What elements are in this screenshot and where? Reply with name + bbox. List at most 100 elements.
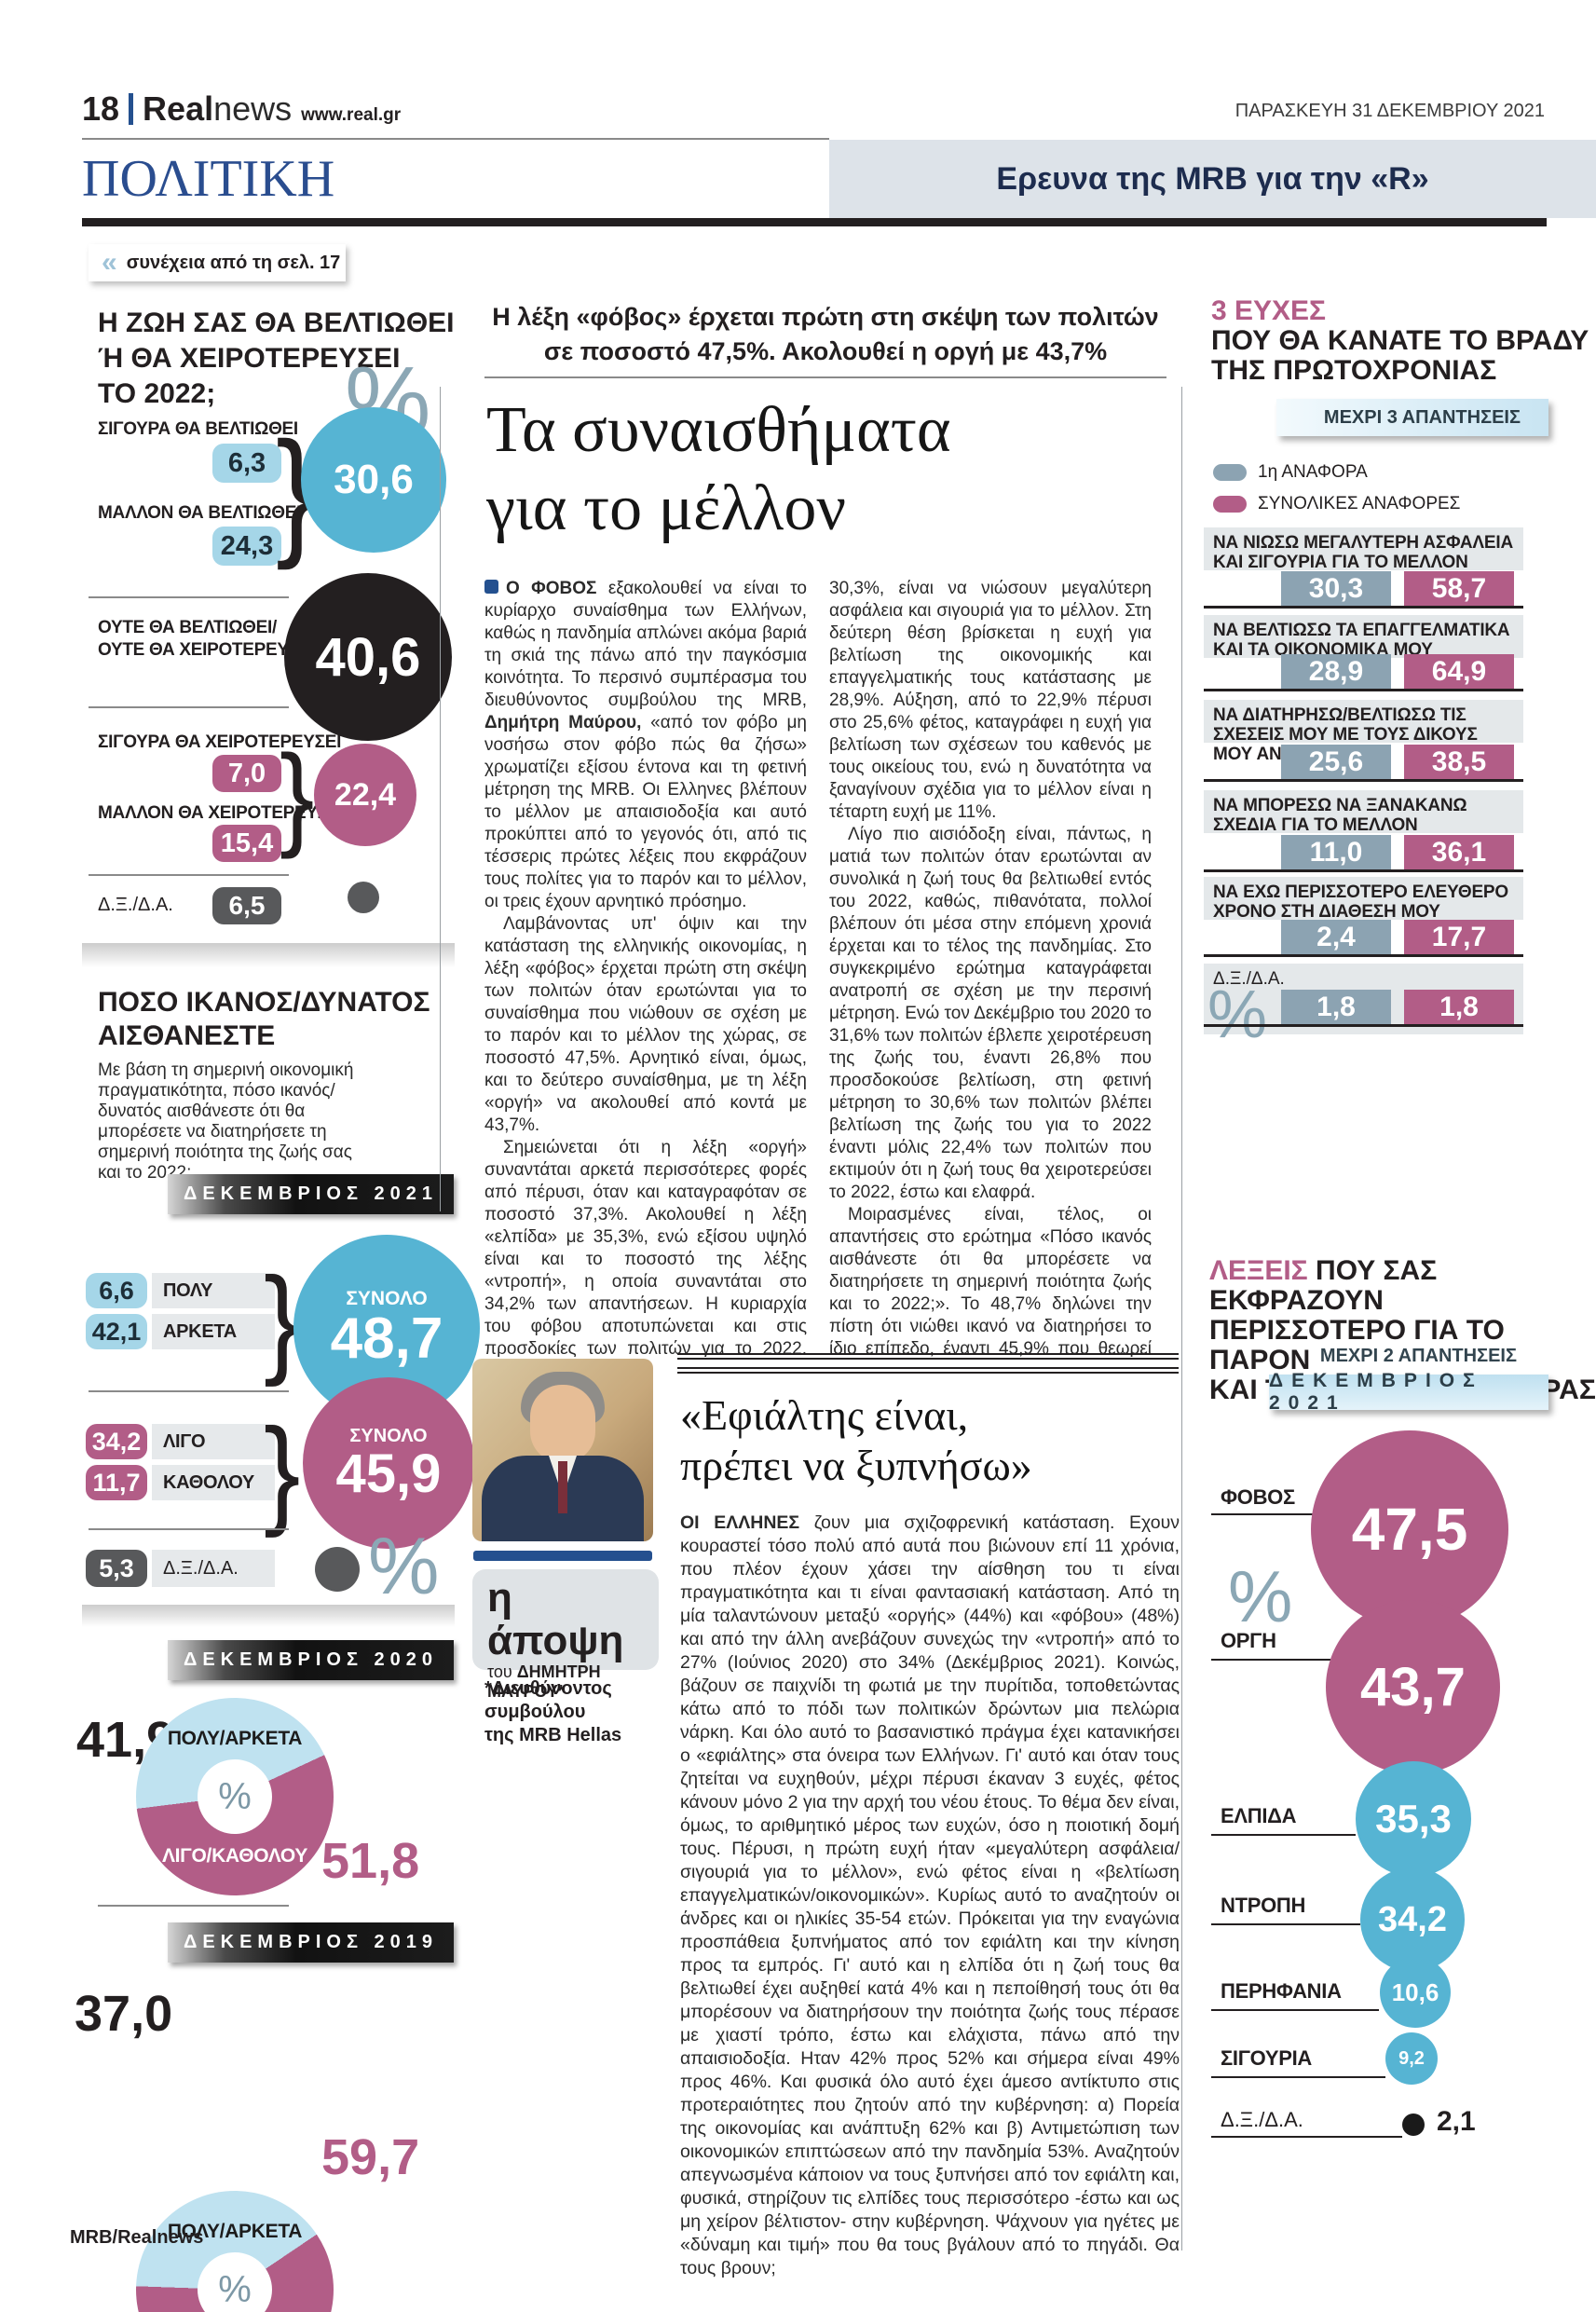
legend-magenta-pill-icon — [1213, 496, 1247, 513]
article-col2: 30,3%, είναι να νιώσουν μεγαλύτερη ασφάλ… — [829, 578, 1152, 1357]
article-lead-word: Ο ΦΟΒΟΣ — [506, 579, 597, 598]
article-col1-p1-post: «από τον φόβο μη νοσήσω στον φόβο πώς θα… — [484, 713, 807, 911]
article-kicker: Η λέξη «φόβος» έρχεται πρώτη στη σκέψη τ… — [484, 300, 1166, 369]
legend-first-mention: 1η ΑΝΑΦΟΡΑ — [1213, 462, 1368, 483]
life-improve-total-circle: 30,6 — [301, 407, 446, 553]
divider — [98, 1905, 289, 1907]
life-title-line2: Ή ΘΑ ΧΕΙΡΟΤΕΡΕΥΣΕΙ — [98, 343, 401, 374]
capable-dk-value: 5,3 — [86, 1550, 147, 1587]
wish-row-band: ΝΑ ΔΙΑΤΗΡΗΣΩ/ΒΕΛΤΙΩΣΩ ΤΙΣ ΣΧΕΣΕΙΣ ΜΟΥ ΜΕ… — [1204, 700, 1523, 764]
wish4-label: ΝΑ ΜΠΟΡΕΣΩ ΝΑ ΞΑΝΑΚΑΝΩ ΣΧΕΔΙΑ ΓΙΑ ΤΟ ΜΕΛ… — [1213, 796, 1467, 835]
quote-title-line2: πρέπει να ξυπνήσω» — [680, 1442, 1032, 1489]
life-row4-label: ΜΑΛΛΟΝ ΘΑ ΧΕΙΡΟΤΕΡΕΥΣΕΙ — [98, 803, 345, 823]
brace-icon: } — [280, 731, 315, 860]
words-banner: ΔΕΚΕΜΒΡΙΟΣ 2021 — [1269, 1370, 1548, 1414]
capable-title-line2: ΑΙΣΘΑΝΕΣΤΕ — [98, 1020, 276, 1051]
issue-date: ΠΑΡΑΣΚΕΥΗ 31 ΔΕΚΕΜΒΡΙΟΥ 2021 — [1235, 101, 1545, 121]
words-title-rest2: ΠΕΡΙΣΣΟΤΕΡΟ ΓΙΑ ΤΟ ΠΑΡΟΝ — [1209, 1315, 1505, 1375]
wish4-first-bar: 11,0 — [1281, 835, 1391, 869]
wish4-total-bar: 36,1 — [1404, 835, 1514, 869]
wish-row-band: ΝΑ ΜΠΟΡΕΣΩ ΝΑ ΞΑΝΑΚΑΝΩ ΣΧΕΔΙΑ ΓΙΑ ΤΟ ΜΕΛ… — [1204, 790, 1523, 835]
dk-dot-icon — [348, 882, 379, 913]
continued-arrow-icon: « — [102, 247, 117, 278]
wish3-first-bar: 25,6 — [1281, 745, 1391, 779]
capable-2019-donut: ΠΟΛΥ/ΑΡΚΕΤΑ % ΛΙΓΟ/ΚΑΘΟΛΟΥ — [136, 2191, 334, 2312]
dk-dot-icon — [315, 1547, 360, 1592]
bar-baseline — [1204, 954, 1523, 957]
word7-value: 2,1 — [1437, 2106, 1476, 2137]
words-title-accent: ΛΕΞΕΙΣ — [1209, 1255, 1308, 1286]
life-title-line1: Η ΖΩΗ ΣΑΣ ΘΑ ΒΕΛΤΙΩΘΕΙ — [98, 308, 455, 338]
wish-row-band: ΝΑ ΝΙΩΣΩ ΜΕΓΑΛΥΤΕΡΗ ΑΣΦΑΛΕΙΑ ΚΑΙ ΣΙΓΟΥΡΙ… — [1204, 527, 1523, 572]
life-row1-value: 6,3 — [212, 444, 281, 483]
website-link[interactable]: www.real.gr — [301, 105, 402, 125]
word5-label: ΠΕΡΗΦΑΝΙΑ — [1221, 1979, 1342, 2003]
divider — [89, 596, 289, 598]
article-title: Τα συναισθήματα για το μέλλον — [486, 391, 951, 548]
article-col1-p2: Λαμβάνοντας υπ' όψιν και την κατάσταση τ… — [484, 914, 807, 1135]
column-divider — [1181, 387, 1182, 2250]
capable-dk-band: Δ.Ξ./Δ.Α. — [152, 1550, 275, 1587]
wish6-first-bar: 1,8 — [1281, 990, 1391, 1024]
article-col1-p3: Σημειώνεται ότι η λέξη «οργή» συναντάται… — [484, 1138, 807, 1357]
bar-baseline — [1204, 606, 1523, 609]
life-title-line3: ΤΟ 2022; — [98, 378, 216, 409]
life-row4-value: 15,4 — [212, 825, 281, 862]
masthead: 18 Realnews www.real.gr — [82, 89, 401, 129]
bullet-icon — [484, 580, 498, 594]
wishes-title-accent: 3 ΕΥΧΕΣ — [1211, 295, 1327, 326]
life-dk-value: 6,5 — [212, 887, 281, 924]
divider — [89, 1390, 289, 1392]
percent-sign: % — [1228, 1555, 1293, 1637]
article-col2-p2: Λίγο πιο αισιόδοξη είναι, πάντως, η ματι… — [829, 825, 1152, 1202]
donut-hole: % — [198, 1759, 272, 1834]
life-neutral-line2: ΟΥΤΕ ΘΑ ΧΕΙΡΟΤΕΡΕΥΣΕΙ — [98, 640, 316, 660]
life-row3-label: ΣΙΓΟΥΡΑ ΘΑ ΧΕΙΡΟΤΕΡΕΥΣΕΙ — [98, 732, 342, 752]
word1-bubble: 47,5 — [1311, 1430, 1508, 1628]
bar-baseline — [1204, 869, 1523, 872]
word7-label: Δ.Ξ./Δ.Α. — [1221, 2108, 1303, 2131]
capable-title-line1: ΠΟΣΟ ΙΚΑΝΟΣ/ΔΥΝΑΤΟΣ — [98, 987, 430, 1018]
percent-sign: % — [368, 1522, 440, 1611]
legend-total-label: ΣΥΝΟΛΙΚΕΣ ΑΝΑΦΟΡΕΣ — [1258, 494, 1461, 513]
opinion-box: η άποψη του ΔΗΜΗΤΡΗ ΜΑΥΡΟΥ* — [472, 1569, 659, 1701]
capable-banner-2019: ΔΕΚΕΜΒΡΙΟΣ 2019 — [168, 1922, 454, 1963]
capable-neg-total-value: 45,9 — [335, 1443, 442, 1504]
divider — [89, 1528, 289, 1530]
article-col1-p1-pre: εξακολουθεί να είναι το κυρίαρχο συναίσθ… — [484, 579, 807, 710]
life-dk-label: Δ.Ξ./Δ.Α. — [98, 895, 173, 915]
article-col2-p1: 30,3%, είναι να νιώσουν μεγαλύτερη ασφάλ… — [829, 579, 1152, 822]
words-note: ΜΕΧΡΙ 2 ΑΠΑΝΤΗΣΕΙΣ — [1319, 1346, 1517, 1366]
capable-neg-total-circle: ΣΥΝΟΛΟ 45,9 — [303, 1377, 474, 1549]
wish6-total-bar: 1,8 — [1404, 990, 1514, 1024]
divider — [89, 706, 289, 708]
wish6-label: Δ.Ξ./Δ.Α. — [1213, 969, 1285, 989]
life-row3-value: 7,0 — [212, 755, 281, 792]
wish3-total-bar: 38,5 — [1404, 745, 1514, 779]
life-row2-value: 24,3 — [212, 527, 281, 566]
quote-rules — [677, 1353, 1179, 1374]
capable-pos1-value: 6,6 — [86, 1273, 147, 1308]
research-banner: Ερευνα της MRB για την «R» — [829, 140, 1596, 218]
kicker-line2: σε ποσοστό 47,5%. Ακολουθεί η οργή με 43… — [543, 337, 1108, 365]
word1-label: ΦΟΒΟΣ — [1221, 1485, 1295, 1509]
divider — [89, 874, 289, 876]
article-col1-p1-name: Δημήτρη Μαύρου, — [484, 713, 642, 732]
wish2-first-bar: 28,9 — [1281, 654, 1391, 689]
word-underline — [1211, 1834, 1356, 1836]
capable-2020-neg-value: 51,8 — [321, 1833, 420, 1889]
capable-2020-donut: ΠΟΛΥ/ΑΡΚΕΤΑ % ΛΙΓΟ/ΚΑΘΟΛΟΥ — [136, 1698, 334, 1895]
word2-label: ΟΡΓΗ — [1221, 1629, 1276, 1652]
wishes-title-line3: ΤΗΣ ΠΡΩΤΟΧΡΟΝΙΑΣ — [1211, 355, 1497, 386]
word6-bubble: 9,2 — [1385, 2032, 1438, 2085]
life-neutral-circle: 40,6 — [284, 573, 452, 741]
donut-hole: % — [198, 2252, 272, 2312]
word3-label: ΕΛΠΙΔΑ — [1221, 1804, 1297, 1827]
word2-bubble: 43,7 — [1326, 1600, 1500, 1774]
wish3-label: ΝΑ ΔΙΑΤΗΡΗΣΩ/ΒΕΛΤΙΩΣΩ ΤΙΣ ΣΧΕΣΕΙΣ ΜΟΥ ΜΕ… — [1213, 705, 1478, 764]
continued-box[interactable]: « συνέχεια από τη σελ. 17 — [89, 244, 346, 281]
word-underline — [1211, 2009, 1379, 2011]
capable-neg1-value: 34,2 — [86, 1424, 147, 1459]
section-title: ΠΟΛΙΤΙΚΗ — [82, 150, 335, 208]
dk-dot-icon — [1402, 2114, 1425, 2136]
